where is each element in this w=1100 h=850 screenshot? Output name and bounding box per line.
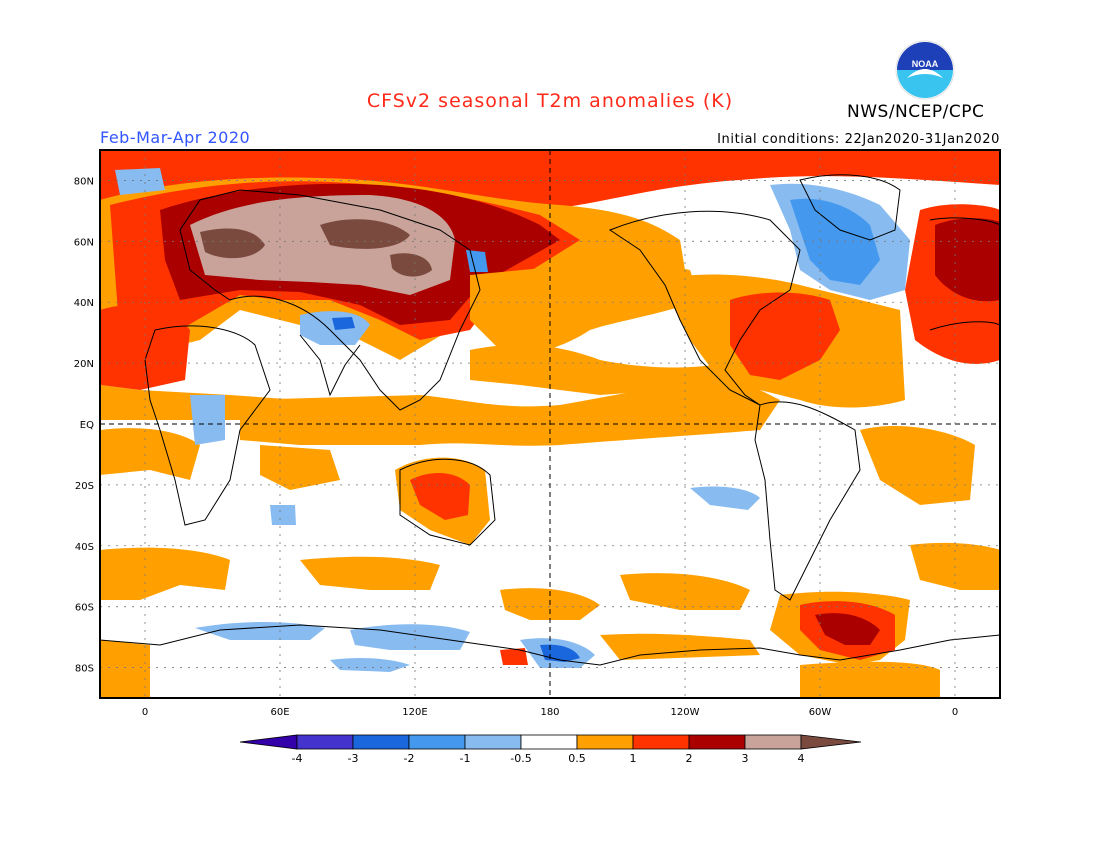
longitude-labels: 0 60E 120E 180 120W 60W 0	[142, 707, 958, 718]
colorbar-box	[576, 734, 634, 750]
lat-tick-label: 20N	[74, 359, 94, 370]
colorbar-tick-label: 3	[742, 752, 749, 765]
lon-tick-label: 120W	[671, 707, 700, 718]
lat-tick-label: 80S	[75, 664, 94, 675]
north-africa-warm	[100, 305, 190, 390]
antarctica-coast	[100, 624, 1000, 666]
australia-coast	[399, 458, 496, 546]
indian-cool	[270, 505, 296, 525]
colorbar-tick-label: -4	[292, 752, 303, 765]
australia-warm-1	[410, 473, 470, 520]
tropical-band-warm	[240, 380, 780, 446]
antarctic-ross-warm	[600, 633, 760, 660]
lon-tick-label: 60W	[809, 707, 832, 718]
antarctic-south-warm	[800, 661, 940, 698]
lat-tick-label: 60S	[75, 603, 94, 614]
lat-tick-label: 20S	[75, 481, 94, 492]
lat-tick-label: EQ	[80, 420, 94, 431]
lon-tick-label: 180	[540, 707, 559, 718]
arctic-cool-1	[115, 168, 165, 195]
agency-label: NWS/NCEP/CPC	[847, 102, 985, 122]
colorbar-tick-label: 1	[630, 752, 637, 765]
lon-tick-label: 0	[952, 707, 958, 718]
colorbar-box	[352, 734, 410, 750]
greenland-coast	[799, 174, 901, 241]
logo-text: NOAA	[912, 59, 939, 69]
antarctic-cool-3	[330, 657, 410, 672]
africa-coast	[144, 325, 271, 526]
noaa-logo: NOAA	[895, 40, 955, 100]
antarctic-ross-warm-1	[500, 648, 528, 665]
antarctic-peninsula-warm-2	[815, 613, 880, 645]
chart-title: CFSv2 seasonal T2m anomalies (K)	[366, 90, 734, 112]
colorbar-tick-label: -2	[404, 752, 415, 765]
colorbar-tick-label: 2	[686, 752, 693, 765]
north-pacific-warm	[470, 344, 740, 395]
lat-tick-label: 80N	[74, 176, 94, 187]
colorbar-box	[688, 734, 746, 750]
latitude-labels: 80N 60N 40N 20N EQ 20S 40S 60S 80S	[74, 176, 94, 674]
antarctic-cool-2	[350, 624, 470, 650]
labrador-cool-1	[790, 198, 880, 285]
gridlines	[100, 150, 1000, 698]
colorbar-box	[520, 734, 578, 750]
coastlines	[100, 174, 1000, 666]
lat-tick-label: 40S	[75, 542, 94, 553]
forecast-period: Feb-Mar-Apr 2020	[100, 128, 251, 147]
lat-tick-label: 60N	[74, 237, 94, 248]
north-america-coast	[608, 210, 801, 406]
southern-ocean-warm-2	[300, 556, 440, 590]
colorbar-boxes	[239, 734, 862, 750]
africa-cool	[190, 395, 225, 445]
colorbar-tick-label: -0.5	[510, 752, 531, 765]
eurasia-coast	[179, 189, 481, 411]
colorbar-tick-label: -3	[348, 752, 359, 765]
lon-tick-label: 0	[142, 707, 148, 718]
colorbar-box	[744, 734, 802, 750]
europe-wrap-strong	[935, 218, 1000, 302]
india-coast	[299, 334, 361, 397]
siberia-warm-4	[200, 219, 432, 277]
lon-tick-label: 120E	[402, 707, 427, 718]
colorbar-tick-label: 0.5	[568, 752, 586, 765]
se-pacific-cool	[690, 486, 760, 510]
colorbar-tick-label: 4	[798, 752, 805, 765]
europe-right-coast	[929, 217, 1000, 331]
colorbar-arrow-high	[800, 734, 862, 750]
south-atlantic-warm	[860, 425, 975, 505]
south-america-coast	[754, 401, 861, 601]
southern-ocean-warm-1	[100, 547, 230, 600]
pacific-warm	[470, 258, 700, 354]
lon-tick-label: 60E	[270, 707, 289, 718]
antarctic-cool-1	[195, 622, 325, 640]
colorbar-labels: -4 -3 -2 -1 -0.5 0.5 1 2 3 4	[292, 752, 805, 765]
tibet-cool-2	[332, 317, 355, 330]
colorbar-box	[464, 734, 522, 750]
colorbar-box	[296, 734, 354, 750]
colorbar-box	[632, 734, 690, 750]
colorbar-arrow-low	[239, 734, 298, 750]
south-indian-warm	[100, 428, 200, 480]
colorbar-box	[408, 734, 466, 750]
colorbar-tick-label: -1	[460, 752, 471, 765]
antarctic-west-warm	[100, 640, 150, 698]
lat-tick-label: 40N	[74, 298, 94, 309]
siberia-warm-3	[190, 195, 455, 295]
initial-conditions: Initial conditions: 22Jan2020-31Jan2020	[717, 132, 1000, 147]
map-frame	[99, 149, 1001, 699]
